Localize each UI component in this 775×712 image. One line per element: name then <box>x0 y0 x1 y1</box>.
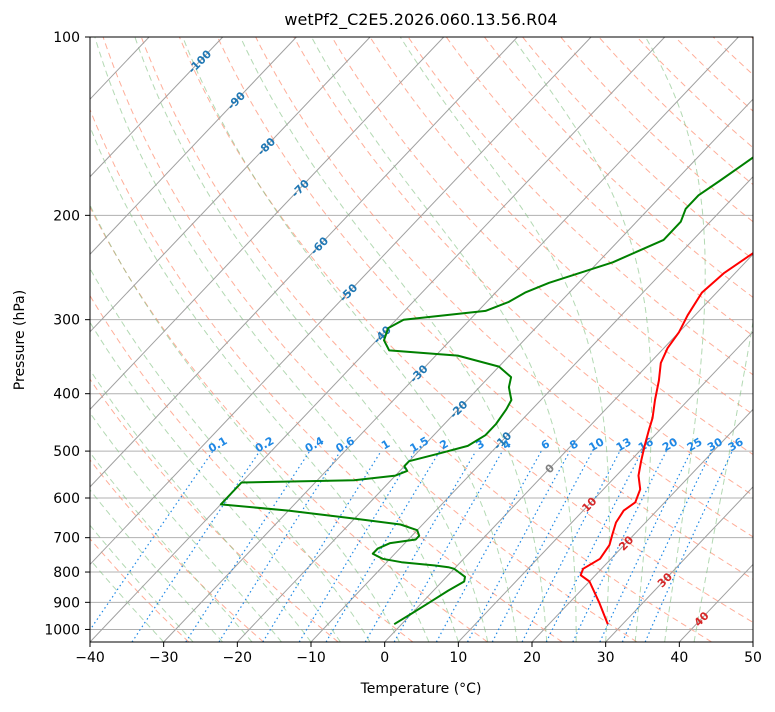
chart-title: wetPf2_C2E5.2026.060.13.56.R04 <box>284 10 557 30</box>
y-tick-label: 900 <box>53 595 80 611</box>
x-tick-label: 40 <box>670 650 688 666</box>
x-tick-label: 50 <box>744 650 762 666</box>
y-tick-label: 300 <box>53 313 80 329</box>
y-tick-label: 800 <box>53 565 80 581</box>
x-tick-label: −30 <box>149 650 179 666</box>
x-axis-label: Temperature (°C) <box>360 681 482 697</box>
x-tick-label: 10 <box>449 650 467 666</box>
x-tick-label: 30 <box>597 650 615 666</box>
x-tick-label: −10 <box>296 650 326 666</box>
y-tick-label: 100 <box>53 30 80 46</box>
y-tick-label: 400 <box>53 387 80 403</box>
x-tick-label: −20 <box>223 650 253 666</box>
x-tick-label: 0 <box>380 650 389 666</box>
x-tick-label: −40 <box>75 650 105 666</box>
y-tick-label: 200 <box>53 208 80 224</box>
y-tick-label: 600 <box>53 491 80 507</box>
y-tick-label: 700 <box>53 531 80 547</box>
y-tick-label: 500 <box>53 444 80 460</box>
y-tick-label: 1000 <box>44 622 80 638</box>
y-axis-label: Pressure (hPa) <box>12 290 28 390</box>
x-tick-label: 20 <box>523 650 541 666</box>
